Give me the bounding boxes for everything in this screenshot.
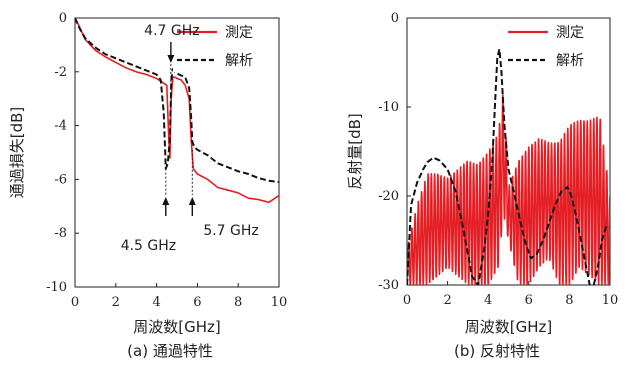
series-line-measured bbox=[407, 94, 610, 285]
annotation-label: 4.5 GHz bbox=[121, 238, 176, 254]
y-tick-label: 0 bbox=[59, 11, 67, 26]
x-tick-label: 4 bbox=[152, 295, 160, 310]
y-tick-label: -6 bbox=[54, 172, 67, 187]
panel-caption: (b) 反射特性 bbox=[454, 342, 540, 360]
legend-label: 解析 bbox=[556, 53, 584, 69]
chart-panel-b: 0 2 4 6 8 10 0 -10 -20 -30 周波数[GHz] 反射量[dB] (b) 反射特性… bbox=[346, 11, 618, 360]
x-tick-label: 2 bbox=[443, 293, 451, 308]
annotation-arrowhead bbox=[162, 197, 170, 205]
series-line-analysis bbox=[75, 18, 279, 184]
y-tick-label: -30 bbox=[378, 278, 399, 293]
plot-frame bbox=[406, 17, 611, 286]
x-axis-title: 周波数[GHz] bbox=[465, 318, 552, 336]
x-tick-label: 0 bbox=[403, 293, 411, 308]
legend-label: 解析 bbox=[225, 53, 253, 69]
y-axis-title: 通過損失[dB] bbox=[8, 107, 26, 199]
legend-background bbox=[173, 20, 273, 72]
x-axis-title: 周波数[GHz] bbox=[133, 318, 220, 336]
series-line-measured bbox=[75, 18, 279, 204]
y-tick-label: -20 bbox=[378, 189, 399, 204]
legend-label: 測定 bbox=[556, 25, 584, 41]
y-axis-title: 反射量[dB] bbox=[346, 113, 364, 190]
legend-background bbox=[504, 20, 604, 72]
x-tick-label: 0 bbox=[71, 295, 79, 310]
x-tick-label: 10 bbox=[271, 295, 288, 310]
annotation-label: 4.7 GHz bbox=[144, 23, 199, 39]
x-tick-label: 4 bbox=[484, 293, 492, 308]
y-tick-label: -10 bbox=[46, 280, 67, 295]
x-tick-label: 6 bbox=[193, 295, 201, 310]
annotation-arrowhead bbox=[167, 55, 175, 63]
y-tick-label: -8 bbox=[54, 226, 67, 241]
y-tick-label: -10 bbox=[378, 100, 399, 115]
y-tick-label: 0 bbox=[391, 11, 399, 26]
legend-label: 測定 bbox=[225, 25, 253, 41]
annotation-label: 5.7 GHz bbox=[203, 223, 258, 239]
series-line-analysis bbox=[407, 48, 610, 285]
panel-caption: (a) 通過特性 bbox=[127, 342, 213, 360]
plot-frame bbox=[74, 17, 280, 288]
chart-panel-a: 0 2 4 6 8 10 0 -2 -4 -6 -8 -10 周波数[GHz] 通過損失[dB] (a) 通… bbox=[8, 11, 287, 360]
x-tick-label: 2 bbox=[112, 295, 120, 310]
x-tick-label: 8 bbox=[565, 293, 573, 308]
x-tick-label: 6 bbox=[525, 293, 533, 308]
x-tick-label: 10 bbox=[602, 293, 619, 308]
y-tick-label: -2 bbox=[54, 65, 67, 80]
annotation-arrowhead bbox=[188, 197, 196, 205]
x-tick-label: 8 bbox=[234, 295, 242, 310]
y-tick-label: -4 bbox=[54, 119, 67, 134]
